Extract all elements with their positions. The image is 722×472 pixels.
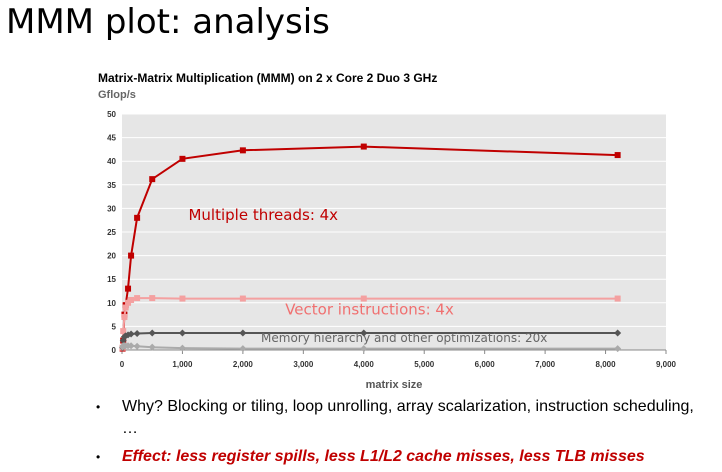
- bullet-why-text: Why? Blocking or tiling, loop unrolling,…: [122, 398, 694, 437]
- x-tick-labels: 0 1,000 2,000 3,000 4,000 5,000 6,000 7,000 8,00…: [120, 350, 677, 369]
- y-tick-label: 5: [112, 322, 117, 331]
- x-tick-label: 7,000: [535, 360, 556, 369]
- x-tick-label: 4,000: [354, 360, 375, 369]
- annotation-layer: Multiple threads: 4x Vector instructions:…: [188, 206, 547, 345]
- x-axis-label: matrix size: [366, 379, 423, 391]
- x-tick-label: 5,000: [414, 360, 435, 369]
- data-point: [122, 304, 129, 311]
- y-tick-label: 40: [107, 157, 116, 166]
- grid-lines: [122, 113, 666, 351]
- x-tick-label: 0: [120, 360, 125, 369]
- series-layer: [119, 143, 622, 353]
- data-point: [125, 299, 132, 306]
- y-tick-label: 0: [112, 346, 117, 355]
- data-point: [614, 329, 622, 337]
- data-point: [614, 345, 622, 353]
- x-tick-label: 2,000: [233, 360, 254, 369]
- data-point: [239, 345, 247, 353]
- data-point: [178, 344, 186, 352]
- y-tick-label: 45: [107, 134, 116, 143]
- data-point: [128, 296, 135, 303]
- data-point: [127, 330, 135, 338]
- data-point: [148, 343, 156, 351]
- x-tick-label: 1,000: [172, 360, 193, 369]
- data-point: [148, 329, 156, 337]
- data-point: [614, 295, 621, 302]
- data-point: [120, 328, 127, 335]
- data-point: [121, 313, 128, 320]
- data-point: [179, 295, 186, 302]
- data-point: [128, 252, 135, 259]
- y-tick-label: 50: [107, 110, 116, 119]
- x-tick-label: 8,000: [596, 360, 617, 369]
- data-point: [360, 345, 368, 353]
- data-point: [125, 285, 132, 292]
- x-tick-label: 6,000: [475, 360, 496, 369]
- data-point: [360, 143, 367, 150]
- x-tick-label: 9,000: [656, 360, 677, 369]
- bullet-effect: • Effect: less register spills, less L1/…: [88, 446, 708, 468]
- data-point: [134, 295, 141, 302]
- annotation-1: Multiple threads: 4x: [188, 206, 338, 224]
- y-tick-label: 10: [107, 299, 116, 308]
- bullet-list: • Why? Blocking or tiling, loop unrollin…: [88, 396, 708, 468]
- y-tick-label: 30: [107, 204, 116, 213]
- y-tick-labels: 0 5 10 15 20 25 30 35 40 45 50: [107, 110, 116, 355]
- data-point: [133, 329, 141, 337]
- y-axis-label: Gflop/s: [98, 89, 136, 101]
- mmm-chart: Matrix-Matrix Multiplication (MMM) on 2 …: [98, 71, 677, 391]
- data-point: [239, 295, 246, 302]
- x-tick-label: 3,000: [293, 360, 314, 369]
- annotation-2: Vector instructions: 4x: [285, 301, 454, 319]
- data-point: [149, 176, 156, 183]
- bullet-marker: •: [96, 400, 101, 414]
- bullet-marker: •: [96, 450, 101, 464]
- data-point: [127, 342, 135, 350]
- data-point: [149, 295, 156, 302]
- y-tick-label: 35: [107, 181, 116, 190]
- annotation-3: Memory hierarchy and other optimizations…: [261, 331, 547, 345]
- data-point: [134, 214, 141, 221]
- bullet-why: • Why? Blocking or tiling, loop unrollin…: [88, 396, 708, 440]
- slide-title: MMM plot: analysis: [6, 2, 330, 42]
- y-tick-label: 15: [107, 275, 116, 284]
- data-point: [178, 329, 186, 337]
- data-point: [360, 295, 367, 302]
- y-tick-label: 25: [107, 228, 116, 237]
- data-point: [179, 155, 186, 162]
- data-point: [239, 329, 247, 337]
- chart-title: Matrix-Matrix Multiplication (MMM) on 2 …: [98, 71, 437, 85]
- data-point: [133, 342, 141, 350]
- data-point: [614, 152, 621, 159]
- bullet-effect-text: Effect: less register spills, less L1/L2…: [122, 448, 645, 465]
- data-point: [360, 329, 368, 337]
- y-tick-label: 20: [107, 252, 116, 261]
- data-point: [239, 147, 246, 154]
- series-4: [119, 342, 622, 353]
